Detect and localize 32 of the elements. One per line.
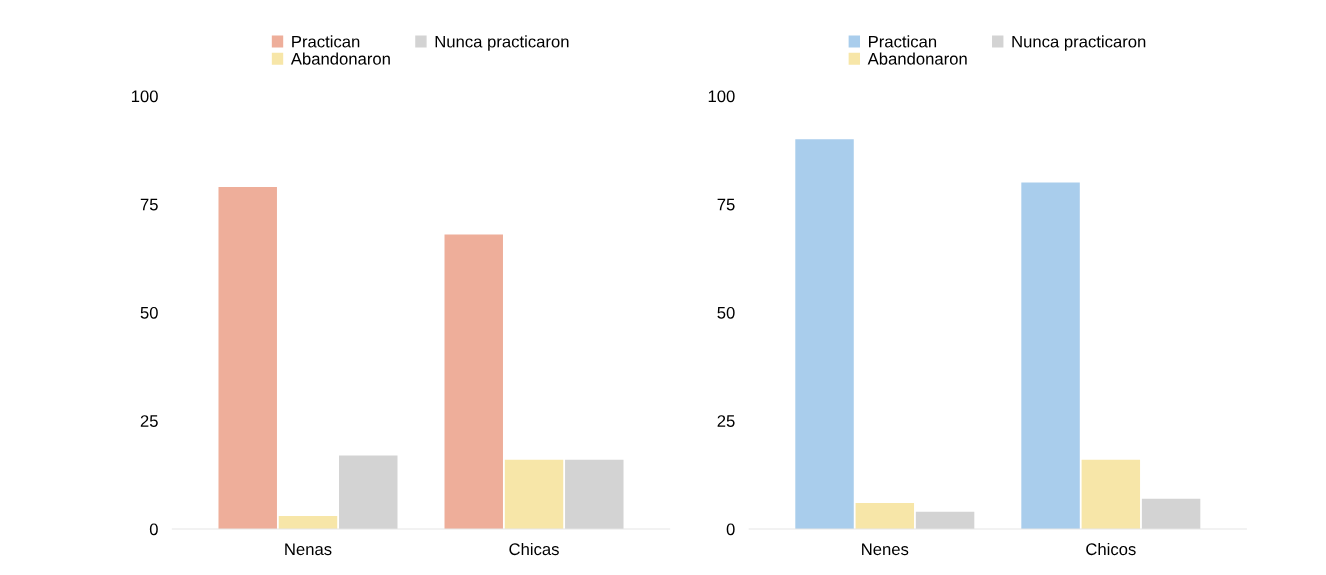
y-tick-label: 100 <box>131 90 158 103</box>
bar <box>218 186 277 529</box>
bar <box>1021 182 1080 529</box>
legend-label: Nunca practicaron <box>435 35 569 51</box>
y-tick-label: 0 <box>149 523 158 536</box>
x-tick-label: Chicos <box>1086 542 1136 556</box>
y-tick-label: 25 <box>717 415 735 427</box>
x-tick-label: Nenas <box>285 543 332 556</box>
y-tick-label: 0 <box>726 523 735 536</box>
bar <box>565 459 624 529</box>
x-tick-label: Chicas <box>509 542 559 556</box>
y-tick-label: 50 <box>140 306 158 319</box>
bar <box>795 139 854 529</box>
bar <box>1081 459 1141 529</box>
y-tick-label: 25 <box>140 415 158 427</box>
legend-label: Nunca practicaron <box>1012 35 1146 51</box>
bar <box>855 503 915 529</box>
legend-label: Abandonaron <box>290 52 390 65</box>
y-tick-label: 100 <box>708 90 735 103</box>
x-tick-label: Nenes <box>862 543 909 556</box>
bar <box>1141 498 1201 529</box>
bar <box>339 455 398 529</box>
legend-label: Abandonaron <box>867 52 967 65</box>
legend-label: Practican <box>292 35 360 48</box>
y-tick-label: 75 <box>717 198 735 211</box>
y-tick-label: 75 <box>140 198 158 211</box>
legend-label: Practican <box>869 35 937 48</box>
y-tick-label: 50 <box>717 306 735 319</box>
bar <box>278 516 338 529</box>
bar <box>504 459 564 529</box>
bar <box>444 234 503 529</box>
bar <box>915 511 975 529</box>
